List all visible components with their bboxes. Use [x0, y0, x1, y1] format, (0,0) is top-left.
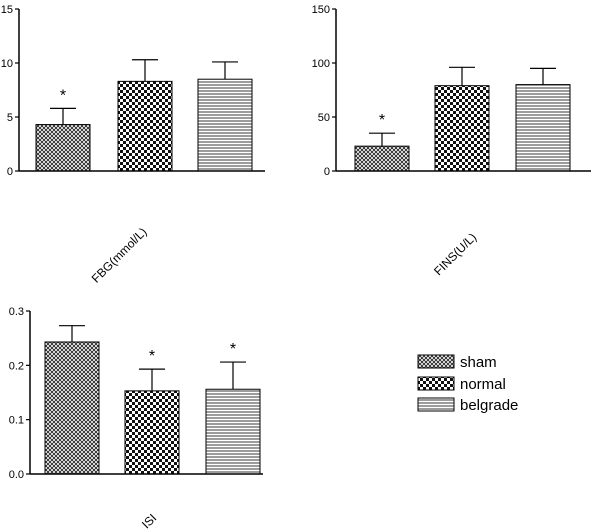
legend-label: normal — [460, 376, 506, 393]
legend-swatch — [417, 397, 455, 412]
y-tick-label: 0.0 — [9, 469, 24, 481]
legend-item-sham: sham — [417, 354, 497, 371]
bar-normal — [117, 80, 173, 172]
y-tick-label: 0.1 — [9, 415, 24, 427]
chart-panel: * 0 5 10 15 FBG(mmol/L) — [1, 4, 265, 286]
legend-item-normal: normal — [417, 376, 506, 393]
significance-marker: * — [379, 112, 385, 129]
bar-belgrade — [197, 78, 253, 172]
legend-label: belgrade — [460, 397, 518, 414]
x-axis-title: ISI — [139, 511, 159, 531]
x-axis-title: FINS(U/L) — [431, 230, 479, 278]
chart-panel: * * 0.0 0.1 0.2 0.3 ISI — [9, 306, 263, 531]
significance-marker: * — [230, 341, 236, 358]
legend-item-belgrade: belgrade — [417, 397, 518, 414]
y-tick-label: 0 — [7, 166, 13, 178]
significance-marker: * — [149, 348, 155, 365]
y-tick-label: 5 — [7, 112, 13, 124]
x-axis-title: FBG(mmol/L) — [89, 225, 150, 286]
y-tick-label: 0.3 — [9, 306, 24, 318]
y-tick-label: 10 — [1, 58, 13, 70]
y-tick-label: 15 — [1, 4, 13, 16]
bar-sham — [35, 124, 91, 172]
chart-panel: * 0 50 100 150 FINS(U/L) — [312, 4, 591, 278]
bar-sham — [354, 145, 410, 172]
y-tick-label: 0 — [324, 166, 330, 178]
legend-swatch — [417, 354, 455, 369]
bar-belgrade — [205, 388, 261, 475]
y-tick-label: 100 — [312, 58, 330, 70]
legend-swatch — [417, 376, 455, 391]
legend: sham normal belgrade — [417, 354, 518, 414]
bar-sham — [44, 341, 100, 475]
y-tick-label: 150 — [312, 4, 330, 16]
y-tick-label: 0.2 — [9, 360, 24, 372]
bar-normal — [434, 85, 490, 172]
significance-marker: * — [60, 87, 66, 104]
bar-normal — [124, 390, 180, 475]
legend-label: sham — [460, 354, 497, 371]
bar-belgrade — [515, 84, 571, 172]
y-tick-label: 50 — [318, 112, 330, 124]
